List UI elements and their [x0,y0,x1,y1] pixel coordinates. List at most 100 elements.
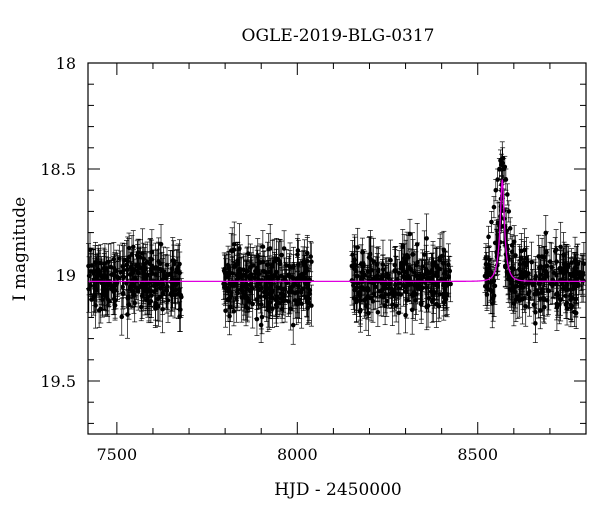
data-point [437,246,443,292]
x-tick-label: 8000 [277,445,318,464]
data-layer [86,141,587,345]
data-point [260,251,266,292]
data-point [308,242,314,281]
data-point [274,287,280,327]
data-point [221,252,227,290]
data-point [225,277,231,322]
data-point [378,276,384,317]
data-point [88,248,94,295]
model-layer [88,179,586,283]
data-point [99,270,105,318]
data-point [389,283,395,326]
data-point [304,237,310,285]
data-point [444,271,450,318]
data-point [281,230,287,267]
data-point [486,225,492,248]
data-point [388,239,394,281]
data-point [437,233,443,282]
data-point [569,282,575,313]
data-point [572,252,578,291]
data-point [519,274,525,325]
data-point [290,246,296,286]
data-point [92,245,98,280]
model-curve [88,179,586,283]
data-point [382,275,388,314]
data-point [403,268,409,316]
y-axis-label: I magnitude [10,197,30,301]
data-point [244,264,250,313]
plot-frame [87,62,587,435]
data-point [168,276,174,312]
data-point [294,237,300,272]
data-point [306,276,312,321]
data-point [371,237,377,285]
data-point [494,229,500,257]
data-point [548,262,554,305]
data-point [407,218,413,250]
data-point [91,266,97,307]
data-point [396,268,402,299]
data-point [281,279,287,313]
y-tick-label: 18.5 [40,160,76,179]
data-point [557,250,563,287]
data-point [502,245,508,287]
data-point [373,256,379,298]
data-point [174,249,180,290]
data-point [420,269,426,307]
data-point [515,273,521,319]
data-point [134,240,140,271]
data-point [401,253,407,290]
data-point [553,229,559,270]
data-point [563,253,569,290]
data-point [259,299,265,335]
data-point [160,271,166,315]
data-point [581,241,587,286]
data-point [121,259,127,295]
data-point [359,270,365,305]
data-point [265,241,271,288]
data-point [525,255,531,292]
data-point [541,280,547,320]
data-point [441,288,447,317]
data-point [130,249,136,297]
data-point [119,298,125,336]
data-point [260,230,266,264]
data-point [441,230,447,269]
data-point [375,297,381,327]
data-point [486,259,492,291]
data-point [537,279,543,318]
data-point [395,272,401,305]
data-point [94,269,100,311]
data-point [108,271,114,300]
x-tick-label: 7500 [97,445,138,464]
data-point [506,253,512,300]
data-point [231,234,237,265]
data-point [235,248,241,277]
data-point [268,267,274,312]
data-point [229,255,235,291]
data-point [350,240,356,270]
data-point [167,250,173,298]
data-point [522,228,528,272]
data-point [116,244,122,273]
data-point [127,269,133,307]
data-point [157,253,163,285]
data-point [158,224,164,265]
data-point [482,266,488,306]
chart-title: OGLE-2019-BLG-0317 [242,26,435,46]
y-tick-label: 19.5 [40,372,76,391]
data-point [569,258,575,294]
data-point [434,271,440,300]
data-point [447,256,453,286]
data-point [145,270,151,309]
data-point [254,262,260,310]
data-point [558,221,564,272]
data-point [163,254,169,302]
y-tick-label: 19 [56,266,76,285]
x-axis-label: HJD - 2450000 [274,480,402,500]
data-point [120,245,126,296]
data-point [565,245,571,284]
data-point [255,238,261,275]
data-point [554,287,560,321]
